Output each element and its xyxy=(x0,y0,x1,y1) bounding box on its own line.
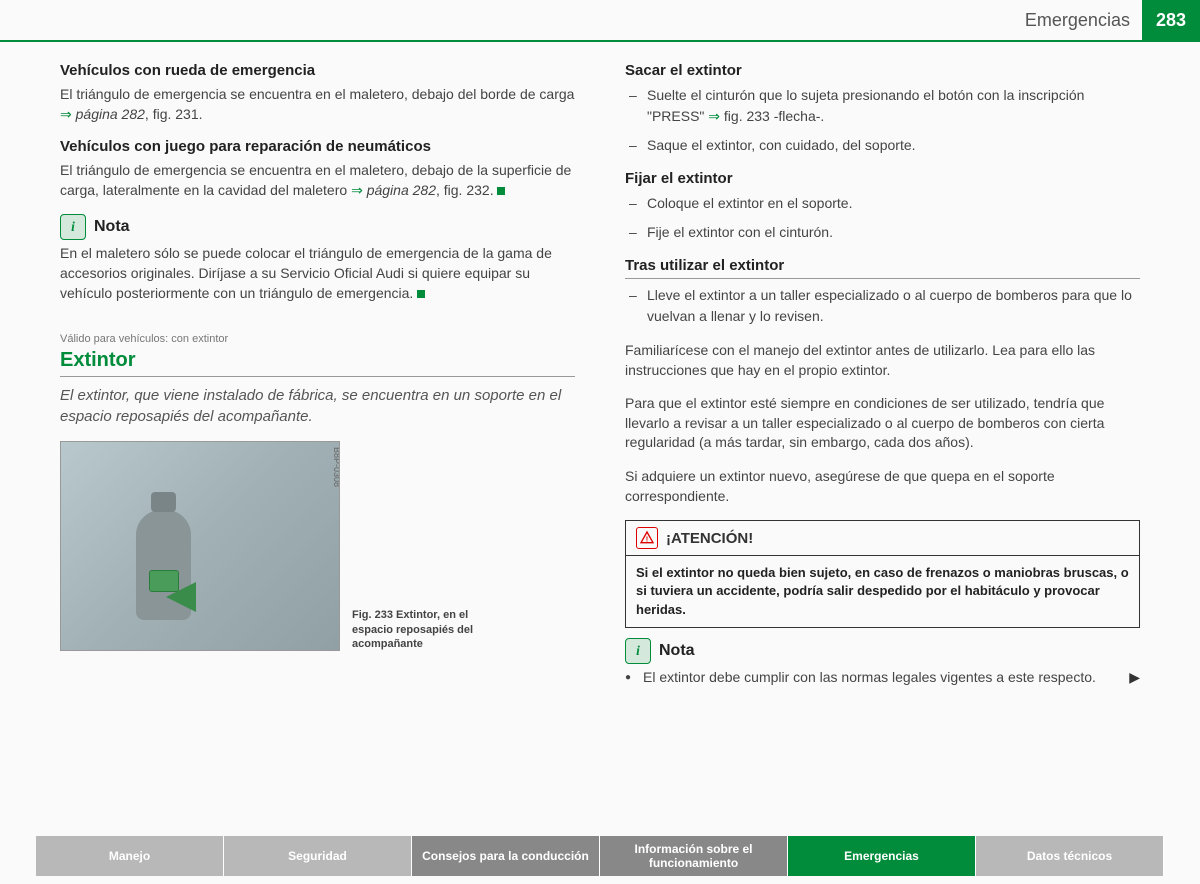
end-marker-icon xyxy=(497,187,505,195)
heading-after-use: Tras utilizar el extintor xyxy=(625,257,1140,279)
ref-arrow-icon: ⇒ xyxy=(708,108,720,124)
content-area: Vehículos con rueda de emergencia El tri… xyxy=(0,42,1200,707)
page-number: 283 xyxy=(1142,0,1200,41)
heading-remove-ext: Sacar el extintor xyxy=(625,62,1140,79)
left-column: Vehículos con rueda de emergencia El tri… xyxy=(60,62,575,697)
para-familiarize: Familiarícese con el manejo del extintor… xyxy=(625,341,1140,380)
para-new-ext: Si adquiere un extintor nuevo, asegúrese… xyxy=(625,467,1140,506)
tab-consejos[interactable]: Consejos para la conducción xyxy=(412,836,600,876)
warning-body: Si el extintor no queda bien sujeto, en … xyxy=(626,556,1139,627)
info-icon: i xyxy=(60,214,86,240)
figure-code: B8P-0308 xyxy=(332,447,340,487)
para-tire-kit: El triángulo de emergencia se encuentra … xyxy=(60,161,575,200)
para-check: Para que el extintor esté siempre en con… xyxy=(625,394,1140,453)
list-item: Saque el extintor, con cuidado, del sopo… xyxy=(625,135,1140,156)
end-marker-icon xyxy=(417,290,425,298)
svg-text:i: i xyxy=(636,643,640,658)
svg-text:!: ! xyxy=(646,534,648,543)
arrow-indicator-icon xyxy=(166,582,196,612)
nota-label-2: Nota xyxy=(659,642,695,660)
list-fix: Coloque el extintor en el soporte. Fije … xyxy=(625,193,1140,243)
validity-caption: Válido para vehículos: con extintor xyxy=(60,333,575,345)
nota-header: i Nota xyxy=(60,214,575,240)
warning-title: ¡ATENCIÓN! xyxy=(666,530,753,547)
list-item: Lleve el extintor a un taller especializ… xyxy=(625,285,1140,327)
heading-tire-kit: Vehículos con juego para reparación de n… xyxy=(60,138,575,155)
para-spare-wheel: El triángulo de emergencia se encuentra … xyxy=(60,85,575,124)
right-column: Sacar el extintor Suelte el cinturón que… xyxy=(625,62,1140,697)
tab-manejo[interactable]: Manejo xyxy=(36,836,224,876)
info-icon: i xyxy=(625,638,651,664)
car-interior-bg xyxy=(61,442,339,650)
ref-arrow-icon: ⇒ xyxy=(60,106,72,122)
warning-triangle-icon: ! xyxy=(636,527,658,549)
list-after: Lleve el extintor a un taller especializ… xyxy=(625,285,1140,327)
warning-header: ! ¡ATENCIÓN! xyxy=(626,521,1139,556)
heading-fix-ext: Fijar el extintor xyxy=(625,170,1140,187)
section-heading-extintor: Extintor xyxy=(60,349,575,377)
continue-arrow-icon: ▶ xyxy=(1129,668,1140,688)
list-item: Coloque el extintor en el soporte. xyxy=(625,193,1140,214)
section-intro: El extintor, que viene instalado de fábr… xyxy=(60,385,575,427)
figure-image: B8P-0308 xyxy=(60,441,340,651)
figure-caption: Fig. 233 Extintor, en el espacio reposap… xyxy=(352,608,502,651)
heading-spare-wheel: Vehículos con rueda de emergencia xyxy=(60,62,575,79)
list-item: Fije el extintor con el cinturón. xyxy=(625,222,1140,243)
header-title: Emergencias xyxy=(1025,10,1130,31)
warning-box: ! ¡ATENCIÓN! Si el extintor no queda bie… xyxy=(625,520,1140,628)
nota-label: Nota xyxy=(94,218,130,236)
tab-datos[interactable]: Datos técnicos xyxy=(976,836,1164,876)
nota-header-2: i Nota xyxy=(625,638,1140,664)
tab-informacion[interactable]: Información sobre el funcionamiento xyxy=(600,836,788,876)
tab-seguridad[interactable]: Seguridad xyxy=(224,836,412,876)
tab-emergencias[interactable]: Emergencias xyxy=(788,836,976,876)
list-item: El extintor debe cumplir con las normas … xyxy=(625,668,1140,688)
footer-tabs: Manejo Seguridad Consejos para la conduc… xyxy=(36,836,1164,876)
page-header: Emergencias 283 xyxy=(0,0,1200,42)
nota-text: En el maletero sólo se puede colocar el … xyxy=(60,244,575,303)
figure-233: B8P-0308 Fig. 233 Extintor, en el espaci… xyxy=(60,441,575,651)
list-remove: Suelte el cinturón que lo sujeta presion… xyxy=(625,85,1140,156)
svg-text:i: i xyxy=(71,219,75,234)
nota-bullet-list: El extintor debe cumplir con las normas … xyxy=(625,668,1140,688)
ref-arrow-icon: ⇒ xyxy=(351,182,363,198)
list-item: Suelte el cinturón que lo sujeta presion… xyxy=(625,85,1140,127)
